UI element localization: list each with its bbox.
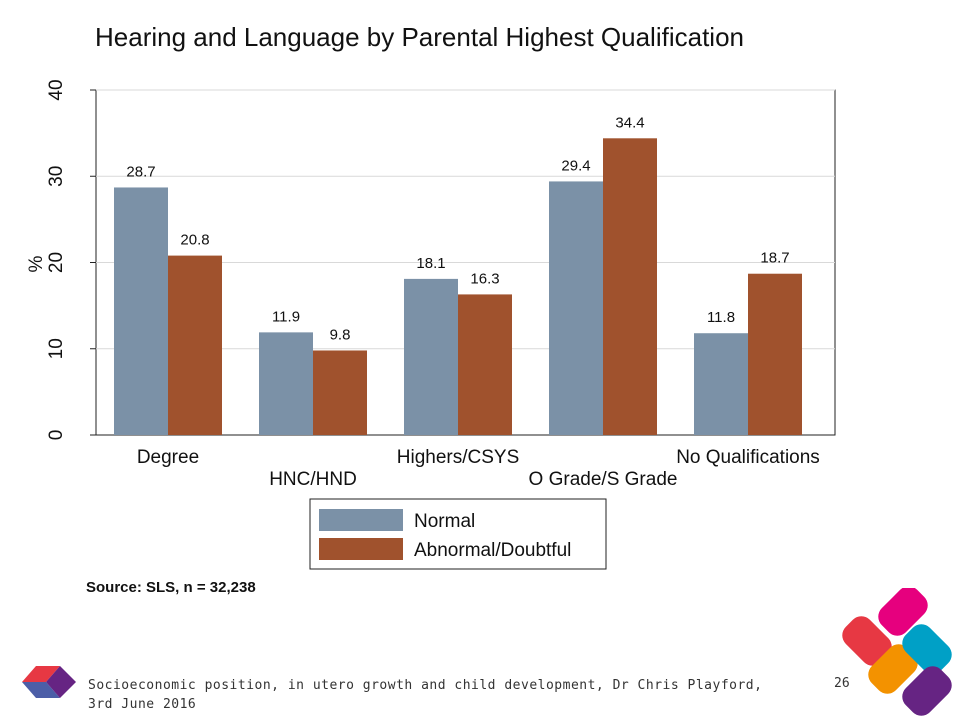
bar-normal <box>549 181 603 435</box>
bar-normal <box>404 278 458 435</box>
y-axis-label: % <box>26 255 47 272</box>
data-label: 20.8 <box>180 232 209 249</box>
x-tick-label: Highers/CSYS <box>397 447 520 468</box>
y-tick-label: 10 <box>46 338 67 359</box>
y-tick-label: 20 <box>46 252 67 273</box>
legend-label: Abnormal/Doubtful <box>414 540 571 561</box>
data-label: 18.1 <box>416 255 445 272</box>
deco-cyan <box>902 624 952 674</box>
data-label: 11.9 <box>272 308 300 325</box>
bar-abnormal <box>168 255 222 435</box>
corner-decoration-icon <box>842 588 952 716</box>
bar-normal <box>259 332 313 435</box>
legend-swatch <box>319 538 403 560</box>
data-label: 9.8 <box>330 326 351 343</box>
chart-title: Hearing and Language by Parental Highest… <box>95 22 744 52</box>
legend-swatch <box>319 509 403 531</box>
x-tick-label: Degree <box>137 447 199 468</box>
slide-number: 26 <box>834 676 850 691</box>
bar-abnormal <box>603 138 657 436</box>
data-label: 18.7 <box>760 250 789 267</box>
bar-normal <box>114 187 168 435</box>
y-tick-label: 30 <box>46 166 67 187</box>
deco-magenta <box>878 588 928 636</box>
data-label: 11.8 <box>707 309 735 326</box>
source-note: Source: SLS, n = 32,238 <box>86 579 256 596</box>
logo-shape-purple <box>46 666 76 698</box>
logo-shape-red <box>22 666 60 682</box>
logo-shape-blue <box>22 682 60 698</box>
data-label: 34.4 <box>615 114 644 131</box>
bar-normal <box>694 333 748 435</box>
data-label: 29.4 <box>561 157 590 174</box>
deco-orange <box>868 644 918 694</box>
footer-logo-icon <box>22 666 76 698</box>
bar-abnormal <box>748 273 802 435</box>
deco-purple <box>902 666 952 716</box>
data-label: 28.7 <box>126 163 155 180</box>
legend-label: Normal <box>414 511 475 532</box>
x-tick-label: No Qualifications <box>676 447 820 468</box>
bar-abnormal <box>313 350 367 435</box>
data-label: 16.3 <box>470 270 499 287</box>
y-tick-label: 40 <box>46 79 67 100</box>
deco-red <box>842 616 892 666</box>
footer-text: Socioeconomic position, in utero growth … <box>88 678 763 712</box>
x-tick-label: HNC/HND <box>269 469 357 490</box>
y-tick-label: 0 <box>46 430 67 441</box>
bar-abnormal <box>458 294 512 435</box>
x-tick-label: O Grade/S Grade <box>529 469 678 490</box>
